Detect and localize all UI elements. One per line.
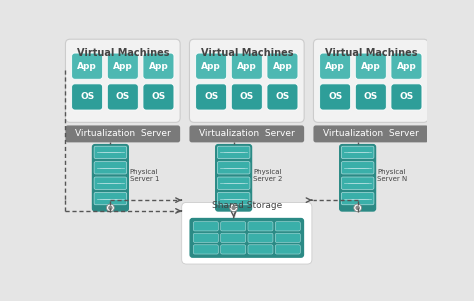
- FancyBboxPatch shape: [215, 144, 252, 212]
- Text: OS: OS: [204, 92, 218, 101]
- Text: OS: OS: [116, 92, 130, 101]
- Text: OS: OS: [240, 92, 254, 101]
- FancyBboxPatch shape: [275, 245, 300, 254]
- FancyBboxPatch shape: [248, 222, 273, 231]
- FancyBboxPatch shape: [107, 84, 138, 110]
- FancyBboxPatch shape: [267, 53, 298, 79]
- FancyBboxPatch shape: [391, 53, 422, 79]
- FancyBboxPatch shape: [196, 53, 227, 79]
- FancyBboxPatch shape: [143, 53, 174, 79]
- Circle shape: [356, 206, 359, 209]
- Text: OS: OS: [364, 92, 378, 101]
- FancyBboxPatch shape: [190, 39, 304, 123]
- Text: App: App: [237, 62, 257, 71]
- FancyBboxPatch shape: [94, 192, 127, 205]
- Text: App: App: [397, 62, 416, 71]
- Text: App: App: [148, 62, 168, 71]
- FancyBboxPatch shape: [356, 84, 386, 110]
- FancyBboxPatch shape: [248, 233, 273, 243]
- Text: Virtual Machines: Virtual Machines: [76, 48, 169, 58]
- FancyBboxPatch shape: [319, 53, 351, 79]
- Text: App: App: [201, 62, 221, 71]
- FancyBboxPatch shape: [231, 84, 262, 110]
- FancyBboxPatch shape: [248, 245, 273, 254]
- FancyBboxPatch shape: [190, 218, 304, 258]
- FancyBboxPatch shape: [193, 222, 219, 231]
- Circle shape: [230, 204, 237, 212]
- FancyBboxPatch shape: [193, 245, 219, 254]
- Text: OS: OS: [151, 92, 165, 101]
- FancyBboxPatch shape: [341, 177, 374, 189]
- Text: Virtualization  Server: Virtualization Server: [199, 129, 295, 138]
- FancyBboxPatch shape: [313, 39, 428, 123]
- Text: App: App: [113, 62, 133, 71]
- Text: Virtual Machines: Virtual Machines: [201, 48, 293, 58]
- Text: OS: OS: [275, 92, 290, 101]
- Circle shape: [354, 204, 362, 212]
- FancyBboxPatch shape: [231, 53, 262, 79]
- FancyBboxPatch shape: [218, 146, 250, 159]
- Text: OS: OS: [80, 92, 94, 101]
- FancyBboxPatch shape: [218, 162, 250, 174]
- FancyBboxPatch shape: [72, 84, 103, 110]
- FancyBboxPatch shape: [220, 245, 246, 254]
- FancyBboxPatch shape: [182, 203, 312, 264]
- FancyBboxPatch shape: [341, 146, 374, 159]
- FancyBboxPatch shape: [275, 222, 300, 231]
- FancyBboxPatch shape: [65, 126, 180, 142]
- FancyBboxPatch shape: [94, 146, 127, 159]
- FancyBboxPatch shape: [391, 84, 422, 110]
- FancyBboxPatch shape: [218, 192, 250, 205]
- Text: App: App: [361, 62, 381, 71]
- FancyBboxPatch shape: [143, 84, 174, 110]
- FancyBboxPatch shape: [339, 144, 376, 212]
- Text: OS: OS: [399, 92, 414, 101]
- FancyBboxPatch shape: [275, 233, 300, 243]
- Text: Virtualization  Server: Virtualization Server: [323, 129, 419, 138]
- FancyBboxPatch shape: [94, 177, 127, 189]
- FancyBboxPatch shape: [72, 53, 103, 79]
- FancyBboxPatch shape: [341, 192, 374, 205]
- Text: Physical
Server 2: Physical Server 2: [253, 169, 283, 182]
- FancyBboxPatch shape: [196, 84, 227, 110]
- Text: Shared Storage: Shared Storage: [212, 201, 282, 210]
- Circle shape: [107, 204, 114, 212]
- Text: App: App: [273, 62, 292, 71]
- FancyBboxPatch shape: [190, 126, 304, 142]
- Circle shape: [109, 206, 112, 209]
- Circle shape: [232, 206, 235, 209]
- FancyBboxPatch shape: [92, 144, 129, 212]
- FancyBboxPatch shape: [65, 39, 180, 123]
- Text: Virtual Machines: Virtual Machines: [325, 48, 417, 58]
- Text: App: App: [325, 62, 345, 71]
- FancyBboxPatch shape: [220, 222, 246, 231]
- FancyBboxPatch shape: [319, 84, 351, 110]
- FancyBboxPatch shape: [107, 53, 138, 79]
- FancyBboxPatch shape: [94, 162, 127, 174]
- FancyBboxPatch shape: [193, 233, 219, 243]
- FancyBboxPatch shape: [356, 53, 386, 79]
- Text: Physical
Server 1: Physical Server 1: [130, 169, 159, 182]
- Text: App: App: [77, 62, 97, 71]
- FancyBboxPatch shape: [267, 84, 298, 110]
- Text: OS: OS: [328, 92, 342, 101]
- Text: Virtualization  Server: Virtualization Server: [75, 129, 171, 138]
- Text: Physical
Server N: Physical Server N: [377, 169, 407, 182]
- FancyBboxPatch shape: [218, 177, 250, 189]
- FancyBboxPatch shape: [220, 233, 246, 243]
- FancyBboxPatch shape: [313, 126, 428, 142]
- FancyBboxPatch shape: [341, 162, 374, 174]
